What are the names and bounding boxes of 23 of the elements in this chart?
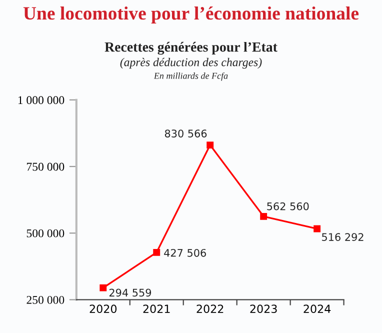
y-tick-label: 250 000: [26, 296, 64, 304]
chart-subtitle: Recettes générées pour l’Etat: [104, 42, 278, 55]
y-tick-label: 1 000 000: [18, 96, 64, 104]
y-tick-label: 500 000: [26, 229, 64, 238]
x-tick-label: 2021: [143, 304, 170, 314]
x-tick-label: 2022: [196, 304, 224, 314]
text: (après déduction des charges): [120, 58, 262, 69]
text: 562 560: [267, 202, 309, 210]
y-tick-label: 750 000: [27, 162, 64, 171]
point: [206, 142, 214, 149]
point: [153, 248, 160, 256]
x-tick-label: 2020: [90, 304, 117, 314]
point: [260, 212, 268, 220]
point: [100, 284, 107, 292]
x-tick-label: 2023: [250, 304, 277, 314]
x-tick-label: 2024: [304, 304, 331, 314]
chart-title: Une locomotive pour l’économie nationale: [23, 6, 359, 24]
text: 294 559: [109, 288, 152, 297]
point: [314, 225, 321, 232]
text: En milliards de Fcfa: [154, 72, 228, 81]
text: 516 292: [322, 233, 364, 241]
text: 830 566: [164, 130, 207, 138]
text: 427 506: [164, 248, 206, 257]
